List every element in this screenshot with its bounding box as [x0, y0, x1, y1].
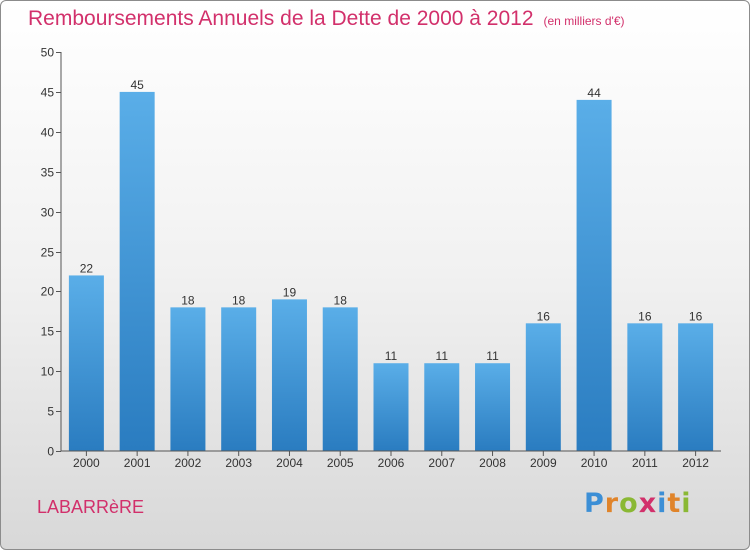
- y-tick-label: 50: [41, 46, 55, 60]
- x-tick-label: 2002: [175, 456, 202, 470]
- y-tick-label: 5: [47, 405, 54, 419]
- data-label: 11: [486, 349, 499, 363]
- logo-letter: i: [657, 488, 668, 519]
- bar: [170, 307, 206, 451]
- logo-letter: o: [619, 488, 639, 519]
- bar: [373, 363, 409, 451]
- bar: [678, 323, 714, 451]
- x-tick-label: 2012: [682, 456, 709, 470]
- bar: [576, 99, 612, 451]
- x-tick-label: 2001: [124, 456, 151, 470]
- logo-letter: i: [681, 488, 692, 519]
- x-tick-label: 2009: [530, 456, 557, 470]
- chart-subtitle: (en milliers d'€): [543, 14, 625, 28]
- bar: [271, 299, 307, 451]
- bar: [119, 91, 155, 452]
- bar: [68, 275, 104, 451]
- logo-letter: P: [584, 488, 605, 519]
- commune-name: LABARRèRE: [37, 497, 145, 517]
- data-label: 19: [283, 285, 297, 299]
- y-tick-label: 10: [41, 365, 55, 379]
- bar: [525, 323, 561, 451]
- x-tick-label: 2007: [428, 456, 455, 470]
- y-tick-label: 40: [41, 126, 55, 140]
- data-label: 11: [436, 349, 449, 363]
- x-tick-label: 2000: [73, 456, 100, 470]
- data-label: 45: [130, 78, 144, 92]
- data-label: 18: [334, 293, 348, 307]
- bar: [424, 363, 460, 451]
- logo-letter: r: [604, 488, 620, 519]
- data-label: 18: [181, 293, 195, 307]
- y-tick-label: 25: [41, 246, 55, 260]
- data-label: 22: [80, 261, 94, 275]
- y-tick-label: 20: [41, 285, 55, 299]
- x-tick-label: 2006: [378, 456, 405, 470]
- x-tick-label: 2003: [225, 456, 252, 470]
- logo-letter: t: [667, 488, 682, 519]
- x-tick-label: 2011: [632, 456, 658, 470]
- y-tick-label: 15: [41, 325, 55, 339]
- data-label: 16: [537, 309, 551, 323]
- bar: [221, 307, 257, 451]
- bar: [627, 323, 663, 451]
- proxiti-logo: Proxiti: [584, 488, 692, 519]
- data-label: 16: [689, 309, 703, 323]
- logo-letter: x: [638, 488, 658, 519]
- x-tick-label: 2005: [327, 456, 354, 470]
- y-tick-label: 0: [47, 445, 54, 459]
- data-label: 18: [232, 293, 246, 307]
- y-tick-label: 45: [41, 86, 55, 100]
- y-tick-label: 35: [41, 166, 55, 180]
- chart-title-block: Remboursements Annuels de la Dette de 20…: [28, 7, 625, 31]
- x-tick-label: 2008: [479, 456, 506, 470]
- bar: [322, 307, 358, 451]
- data-label: 44: [587, 86, 601, 100]
- bar: [475, 363, 511, 451]
- y-tick-label: 30: [41, 206, 55, 220]
- data-label: 11: [385, 349, 398, 363]
- chart-title: Remboursements Annuels de la Dette de 20…: [28, 7, 534, 30]
- x-tick-label: 2004: [276, 456, 303, 470]
- x-tick-label: 2010: [581, 456, 608, 470]
- data-label: 16: [638, 309, 652, 323]
